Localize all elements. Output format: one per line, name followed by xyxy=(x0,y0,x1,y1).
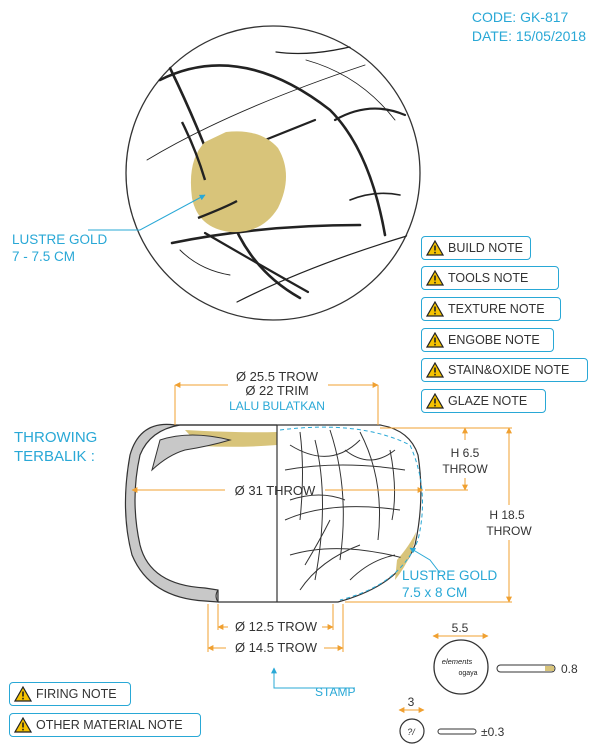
dim-base-inner: Ø 12.5 TROW xyxy=(235,619,318,634)
build-note-label: BUILD NOTE xyxy=(448,241,524,255)
warning-icon xyxy=(426,362,444,378)
texture-note-button[interactable]: TEXTURE NOTE xyxy=(421,297,561,321)
warning-icon xyxy=(426,240,444,256)
signature-width: 3 xyxy=(408,695,415,709)
top-lustre-label-1: LUSTRE GOLD xyxy=(12,232,108,247)
signature-mark-circle xyxy=(399,718,425,744)
throwing-label-2: TERBALIK : xyxy=(14,448,95,465)
firing-note-label: FIRING NOTE xyxy=(36,687,117,701)
engobe-note-label: ENGOBE NOTE xyxy=(448,333,540,347)
stamp-logo xyxy=(433,639,489,695)
dim-h-total-1: H 18.5 xyxy=(489,508,525,522)
sheet-header: CODE: GK-817 DATE: 15/05/2018 xyxy=(472,8,586,46)
throwing-label-1: THROWING xyxy=(14,429,97,446)
stamp-pointer xyxy=(271,667,355,689)
stain-oxide-note-button[interactable]: STAIN&OXIDE NOTE xyxy=(421,358,588,382)
side-lustre-label-1: LUSTRE GOLD xyxy=(402,568,498,583)
warning-icon xyxy=(426,332,444,348)
other-material-note-label: OTHER MATERIAL NOTE xyxy=(36,718,183,732)
stamp-detail: 5.5 elements ogaya 0.8 xyxy=(432,621,578,695)
stamp-thickness: 0.8 xyxy=(561,662,578,676)
side-texture xyxy=(284,429,411,591)
signature-profile xyxy=(437,728,477,735)
dim-h-total-2: THROW xyxy=(486,524,532,538)
signature-thickness: ±0.3 xyxy=(481,725,505,739)
stamp-logo-bottom: ogaya xyxy=(458,670,477,677)
lustre-leader-line xyxy=(88,194,206,231)
engobe-note-button[interactable]: ENGOBE NOTE xyxy=(421,328,554,352)
lustre-gold-patch xyxy=(190,131,286,233)
warning-icon xyxy=(426,393,444,409)
glaze-note-label: GLAZE NOTE xyxy=(448,394,528,408)
product-code: CODE: GK-817 xyxy=(471,9,569,25)
tools-note-button[interactable]: TOOLS NOTE xyxy=(421,266,559,290)
stamp-label: STAMP xyxy=(315,685,355,699)
other-material-note-button[interactable]: OTHER MATERIAL NOTE xyxy=(9,713,201,737)
glaze-note-button[interactable]: GLAZE NOTE xyxy=(421,389,546,413)
side-lustre-label-2: 7.5 x 8 CM xyxy=(402,585,467,600)
stamp-profile xyxy=(496,664,556,673)
dim-h-upper-2: THROW xyxy=(442,462,488,476)
dim-base-outer: Ø 14.5 TROW xyxy=(235,640,318,655)
top-lustre-label-2: 7 - 7.5 CM xyxy=(12,249,75,264)
texture-note-label: TEXTURE NOTE xyxy=(448,302,545,316)
top-view: LUSTRE GOLD 7 - 7.5 CM xyxy=(12,25,421,321)
warning-icon xyxy=(426,270,444,286)
stain-oxide-note-label: STAIN&OXIDE NOTE xyxy=(448,363,570,377)
dim-top-throw: Ø 25.5 TROW xyxy=(236,369,319,384)
dim-top-trim: Ø 22 TRIM xyxy=(245,383,308,398)
stamp-logo-top: elements xyxy=(442,657,473,666)
wall-section xyxy=(124,423,277,603)
warning-icon xyxy=(426,301,444,317)
signature-mark: ?/ xyxy=(407,727,416,737)
dim-top-note: LALU BULATKAN xyxy=(229,399,325,413)
firing-note-button[interactable]: FIRING NOTE xyxy=(9,682,131,706)
signature-detail: 3 ?/ ±0.3 xyxy=(398,695,505,744)
dim-mid-width: Ø 31 THROW xyxy=(235,483,316,498)
tools-note-label: TOOLS NOTE xyxy=(448,271,529,285)
sheet-date: DATE: 15/05/2018 xyxy=(471,28,586,44)
warning-icon xyxy=(14,686,32,702)
build-note-button[interactable]: BUILD NOTE xyxy=(421,236,531,260)
dim-h-upper-1: H 6.5 xyxy=(451,446,480,460)
section-view: Ø 25.5 TROW Ø 22 TRIM LALU BULATKAN Ø 31… xyxy=(14,369,532,699)
stamp-width: 5.5 xyxy=(452,621,469,635)
warning-icon xyxy=(14,717,32,733)
vessel-outline xyxy=(175,424,422,603)
